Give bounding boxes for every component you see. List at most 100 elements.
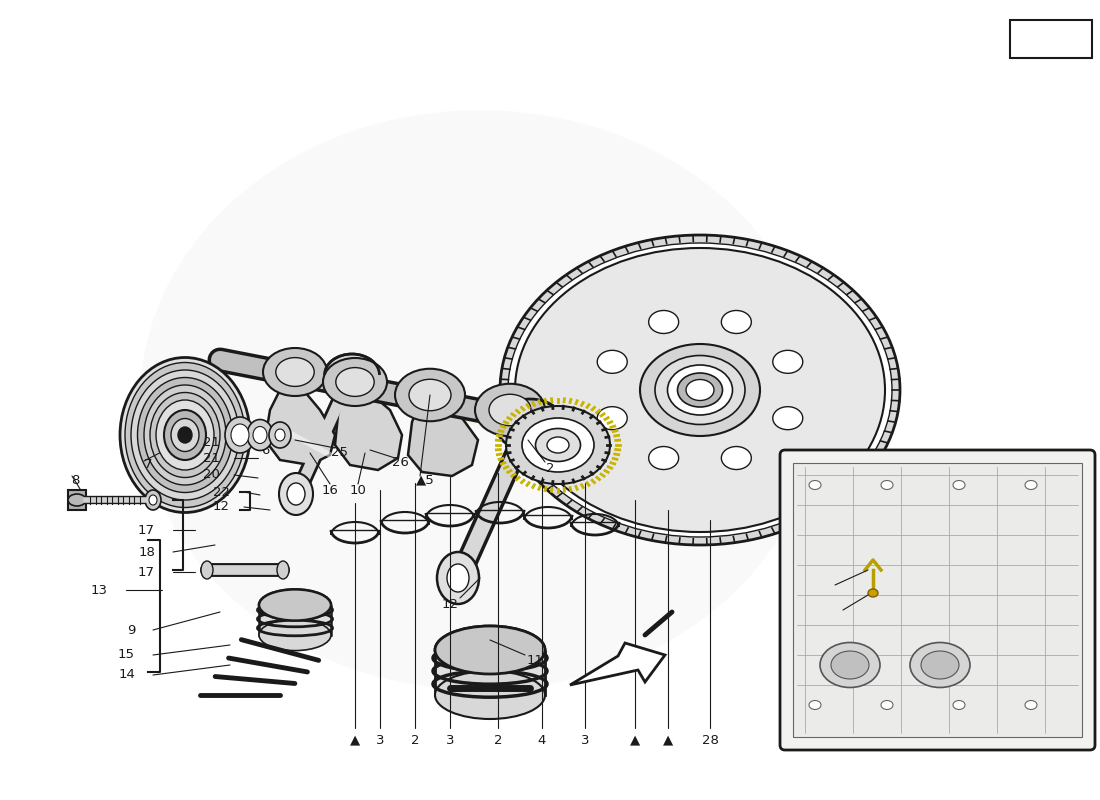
Bar — [68, 490, 86, 510]
Text: 4: 4 — [538, 734, 547, 746]
Ellipse shape — [649, 446, 679, 470]
Text: 3: 3 — [376, 734, 384, 746]
Ellipse shape — [287, 483, 305, 505]
Ellipse shape — [820, 642, 880, 687]
Polygon shape — [258, 605, 331, 635]
Text: 12: 12 — [213, 501, 230, 514]
Ellipse shape — [500, 235, 900, 545]
Text: 28: 28 — [702, 734, 718, 746]
Ellipse shape — [830, 651, 869, 679]
Text: a passion for excellence 1914: a passion for excellence 1914 — [277, 344, 683, 496]
Bar — [793, 463, 1082, 737]
Text: 17: 17 — [138, 523, 155, 537]
Ellipse shape — [140, 110, 820, 690]
Ellipse shape — [336, 367, 374, 396]
Ellipse shape — [270, 422, 292, 448]
Ellipse shape — [131, 370, 239, 500]
Polygon shape — [336, 392, 402, 470]
Text: 6: 6 — [261, 443, 270, 457]
Ellipse shape — [226, 417, 255, 453]
Ellipse shape — [434, 626, 544, 674]
Polygon shape — [408, 402, 478, 476]
Ellipse shape — [277, 561, 289, 579]
Text: 22: 22 — [213, 486, 230, 498]
Ellipse shape — [447, 564, 469, 592]
Ellipse shape — [953, 701, 965, 710]
Ellipse shape — [597, 350, 627, 374]
Text: 15: 15 — [118, 649, 135, 662]
Text: 24: 24 — [806, 581, 824, 594]
Text: ▲: ▲ — [630, 734, 640, 746]
Ellipse shape — [145, 490, 161, 510]
Ellipse shape — [178, 427, 192, 443]
Ellipse shape — [509, 409, 551, 441]
Text: 3: 3 — [446, 734, 454, 746]
Text: 21: 21 — [204, 435, 220, 449]
FancyBboxPatch shape — [780, 450, 1094, 750]
Ellipse shape — [953, 481, 965, 490]
Ellipse shape — [1025, 481, 1037, 490]
Ellipse shape — [409, 379, 451, 410]
Ellipse shape — [654, 355, 745, 425]
Ellipse shape — [164, 410, 206, 460]
Ellipse shape — [258, 590, 331, 621]
Ellipse shape — [515, 248, 886, 532]
Polygon shape — [265, 390, 336, 465]
Ellipse shape — [649, 310, 679, 334]
Polygon shape — [570, 643, 666, 685]
Text: 16: 16 — [321, 483, 339, 497]
Ellipse shape — [881, 701, 893, 710]
Ellipse shape — [144, 385, 225, 485]
Text: 26: 26 — [392, 455, 408, 469]
Ellipse shape — [253, 426, 267, 443]
Ellipse shape — [808, 701, 821, 710]
Ellipse shape — [506, 406, 610, 484]
Ellipse shape — [138, 378, 232, 493]
Ellipse shape — [508, 243, 892, 537]
Text: ▲: ▲ — [350, 734, 360, 746]
Ellipse shape — [722, 446, 751, 470]
Ellipse shape — [437, 552, 478, 604]
Text: 7: 7 — [144, 458, 152, 471]
Text: ▲: ▲ — [663, 734, 673, 746]
Ellipse shape — [434, 671, 544, 719]
Ellipse shape — [150, 393, 220, 478]
Ellipse shape — [868, 589, 878, 597]
Ellipse shape — [248, 419, 273, 450]
Ellipse shape — [276, 358, 315, 386]
Ellipse shape — [148, 495, 157, 505]
Text: ▲5: ▲5 — [416, 474, 434, 486]
Ellipse shape — [395, 369, 465, 422]
Ellipse shape — [490, 394, 531, 426]
Ellipse shape — [597, 406, 627, 430]
Ellipse shape — [434, 626, 544, 674]
Text: 2: 2 — [494, 734, 503, 746]
Ellipse shape — [279, 473, 313, 515]
Text: 20: 20 — [204, 469, 220, 482]
Ellipse shape — [678, 373, 723, 407]
Text: 18: 18 — [139, 546, 155, 558]
Text: 3: 3 — [581, 734, 590, 746]
Text: 23: 23 — [814, 606, 832, 619]
Ellipse shape — [334, 362, 370, 388]
Polygon shape — [434, 650, 544, 695]
Ellipse shape — [125, 362, 245, 507]
Ellipse shape — [536, 429, 581, 462]
Text: 25: 25 — [331, 446, 349, 458]
Ellipse shape — [120, 358, 250, 513]
Ellipse shape — [547, 437, 569, 453]
Ellipse shape — [156, 400, 214, 470]
Ellipse shape — [773, 406, 803, 430]
Text: 8: 8 — [70, 474, 79, 486]
Ellipse shape — [496, 399, 564, 451]
Ellipse shape — [722, 310, 751, 334]
Ellipse shape — [921, 651, 959, 679]
Text: 12: 12 — [441, 598, 459, 610]
Ellipse shape — [263, 348, 327, 396]
Ellipse shape — [910, 642, 970, 687]
Ellipse shape — [808, 481, 821, 490]
Ellipse shape — [773, 350, 803, 374]
Text: 2: 2 — [410, 734, 419, 746]
Ellipse shape — [640, 344, 760, 436]
Ellipse shape — [522, 418, 594, 472]
